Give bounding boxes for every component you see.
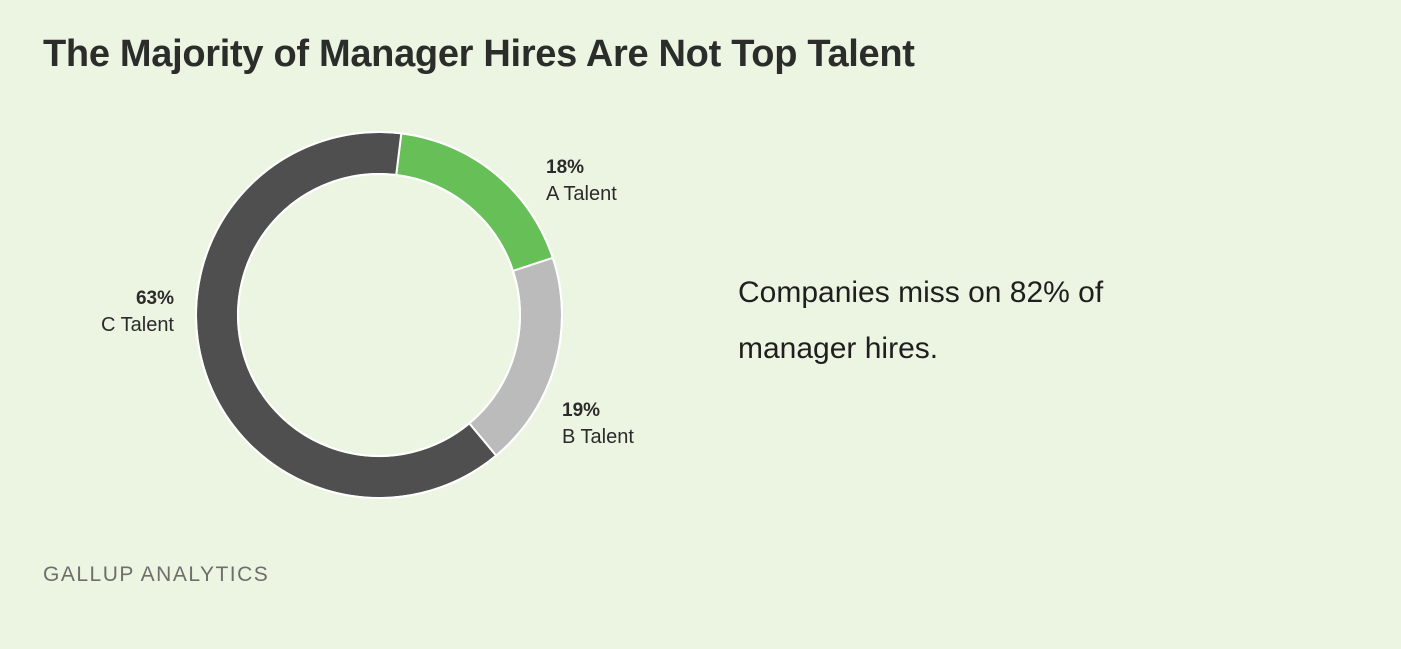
slice-value-a-talent: 18% — [546, 157, 585, 178]
slice-value-c-talent: 63% — [135, 288, 174, 309]
slice-value-b-talent: 19% — [562, 400, 601, 421]
slice-name-a-talent: A Talent — [546, 183, 617, 205]
slice-label-c-talent: 63% C Talent — [74, 286, 174, 338]
slice-label-b-talent: 19% B Talent — [562, 398, 634, 450]
slice-name-b-talent: B Talent — [562, 426, 634, 448]
slice-label-a-talent: 18% A Talent — [546, 155, 617, 207]
chart-title: The Majority of Manager Hires Are Not To… — [43, 33, 915, 75]
donut-slices — [195, 131, 563, 499]
donut-slice-a-talent — [395, 132, 555, 273]
donut-slice-b-talent — [467, 256, 563, 458]
donut-inner-edge — [237, 173, 521, 457]
callout-text: Companies miss on 82% of manager hires. — [738, 276, 1104, 365]
donut-outer-edge — [195, 131, 563, 499]
slice-name-c-talent: C Talent — [100, 314, 174, 336]
donut-chart — [195, 131, 563, 499]
source-note: GALLUP ANALYTICS — [43, 563, 270, 586]
